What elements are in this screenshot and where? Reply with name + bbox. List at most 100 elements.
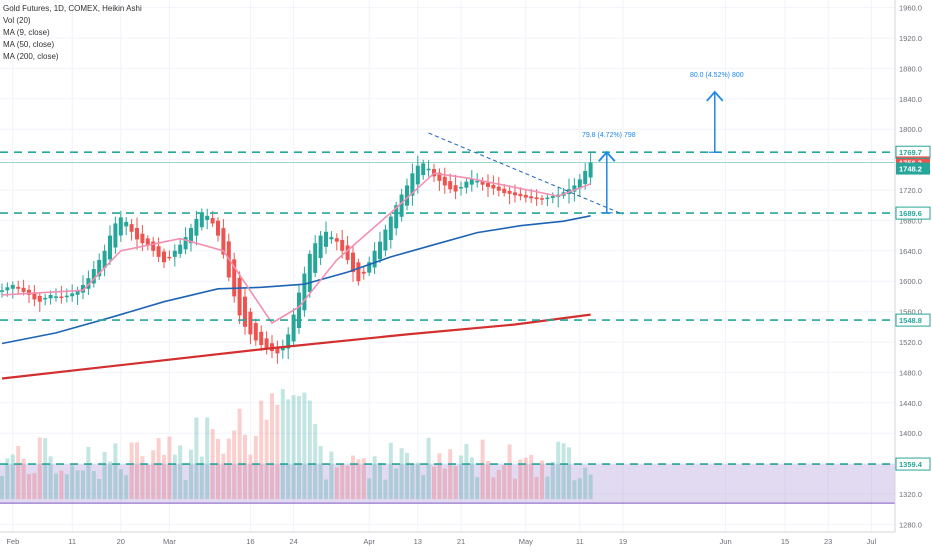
volume-bar <box>27 474 31 500</box>
candle <box>513 192 517 196</box>
volume-bar <box>361 458 366 500</box>
volume-bar <box>199 456 204 500</box>
candle <box>437 172 442 181</box>
volume-bar <box>513 478 517 500</box>
candle <box>97 259 102 277</box>
volume-bar <box>16 445 21 500</box>
candle <box>496 186 501 191</box>
volume-bar <box>86 446 91 500</box>
volume-bar <box>572 480 577 500</box>
volume-bar <box>480 439 485 500</box>
candle <box>189 228 193 244</box>
candle <box>54 296 58 298</box>
volume-bar <box>0 475 4 500</box>
volume-bar <box>291 395 296 500</box>
candle <box>194 218 199 236</box>
candle <box>16 286 21 289</box>
y-tick-label: 1440.0 <box>899 399 922 408</box>
volume-bar <box>529 454 534 500</box>
tag-1748 <box>896 162 930 175</box>
candle <box>91 269 96 284</box>
candle <box>426 168 431 171</box>
candle <box>491 184 496 189</box>
volume-bar <box>183 480 188 500</box>
candle <box>388 216 393 240</box>
candle <box>550 196 555 198</box>
volume-bar <box>81 470 85 500</box>
volume-bar <box>378 462 382 500</box>
volume-bar <box>189 449 193 500</box>
volume-bar <box>264 419 269 500</box>
volume-bar <box>145 465 150 500</box>
tag-support-text: 1689.6 <box>899 209 922 218</box>
y-tick-label: 1880.0 <box>899 64 922 73</box>
volume-bar <box>259 400 264 500</box>
x-tick-label: 13 <box>414 537 422 546</box>
volume-bar <box>135 442 139 500</box>
volume-bar <box>75 470 80 500</box>
volume-bar <box>54 473 58 500</box>
volume-bar <box>448 449 453 500</box>
y-tick-label: 1920.0 <box>899 34 922 43</box>
candles <box>0 152 593 364</box>
volume-bar <box>534 476 539 500</box>
candle <box>167 256 172 259</box>
candle <box>448 181 453 190</box>
candle <box>113 223 118 248</box>
volume-bar <box>351 455 355 500</box>
x-tick-label: 24 <box>289 537 297 546</box>
volume-bar <box>442 468 447 500</box>
candle <box>264 338 269 349</box>
y-tick-label: 1800.0 <box>899 125 922 134</box>
candle <box>27 289 31 295</box>
candle <box>248 311 253 335</box>
candle <box>129 224 134 232</box>
volume-bar <box>178 445 183 500</box>
candle <box>469 178 474 185</box>
ma9-line <box>1 172 591 325</box>
volume-bar <box>194 417 199 500</box>
candle <box>81 285 85 293</box>
volume-bar <box>561 443 566 500</box>
volume-bar <box>70 465 75 500</box>
candle <box>464 181 469 188</box>
candle <box>108 235 112 260</box>
candle <box>480 181 485 185</box>
volume-bar <box>405 452 409 500</box>
candle <box>577 179 582 189</box>
tag-outline <box>895 145 931 159</box>
candle <box>10 285 15 289</box>
tag-volume-level <box>896 458 930 471</box>
volume-bar <box>324 479 328 500</box>
x-tick-label: 19 <box>619 537 627 546</box>
volume-bar <box>329 451 334 500</box>
volume-bar <box>421 475 426 500</box>
volume-bar <box>59 470 64 500</box>
measure-arrow-large-label: 80.0 (4.52%) 800 <box>690 72 744 79</box>
volume-bar <box>286 399 291 500</box>
candle <box>59 296 64 299</box>
volume-bar <box>372 456 377 500</box>
volume-bar <box>567 447 571 500</box>
x-tick-label: 11 <box>68 537 76 546</box>
volume-bar <box>518 459 523 500</box>
volume-bar <box>37 437 42 500</box>
candle <box>286 334 291 349</box>
y-tick-label: 1400.0 <box>899 429 922 438</box>
volume-bar <box>475 477 480 500</box>
candle <box>216 220 220 236</box>
volume-bar <box>91 471 96 500</box>
candle <box>529 196 534 199</box>
candle <box>210 217 215 224</box>
volume-bar <box>523 457 528 500</box>
candle <box>442 176 447 186</box>
candle <box>345 245 350 260</box>
candle <box>453 185 458 192</box>
tag-outline <box>895 313 931 327</box>
volume-bar <box>172 454 177 500</box>
x-tick-label: Mar <box>163 537 176 546</box>
candle <box>145 238 150 245</box>
candle <box>540 198 544 200</box>
